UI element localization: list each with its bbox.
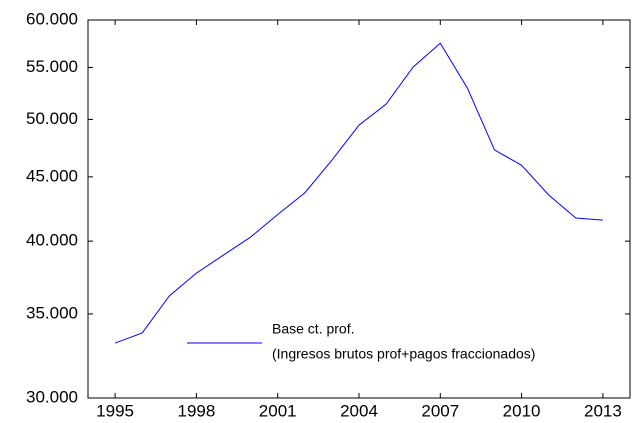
series-line <box>114 42 603 344</box>
plot-frame <box>87 19 631 399</box>
x-tick-label: 2007 <box>421 401 459 420</box>
y-tick-label: 50.000 <box>26 109 78 128</box>
x-tick-label: 1998 <box>177 401 215 420</box>
x-tick-label: 2013 <box>584 401 622 420</box>
x-tick-label: 2001 <box>259 401 297 420</box>
legend-description: (Ingresos brutos prof+pagos fraccionados… <box>272 346 535 362</box>
y-tick-label: 45.000 <box>26 166 78 185</box>
legend-label: Base ct. prof. <box>272 321 354 337</box>
x-tick-label: 1995 <box>96 401 134 420</box>
y-tick-label: 40.000 <box>26 231 78 250</box>
y-tick-label: 35.000 <box>26 303 78 322</box>
y-tick-label: 60.000 <box>26 9 78 28</box>
x-tick-label: 2004 <box>340 401 378 420</box>
y-tick-label: 30.000 <box>26 387 78 406</box>
y-tick-label: 55.000 <box>26 57 78 76</box>
x-tick-label: 2010 <box>503 401 541 420</box>
